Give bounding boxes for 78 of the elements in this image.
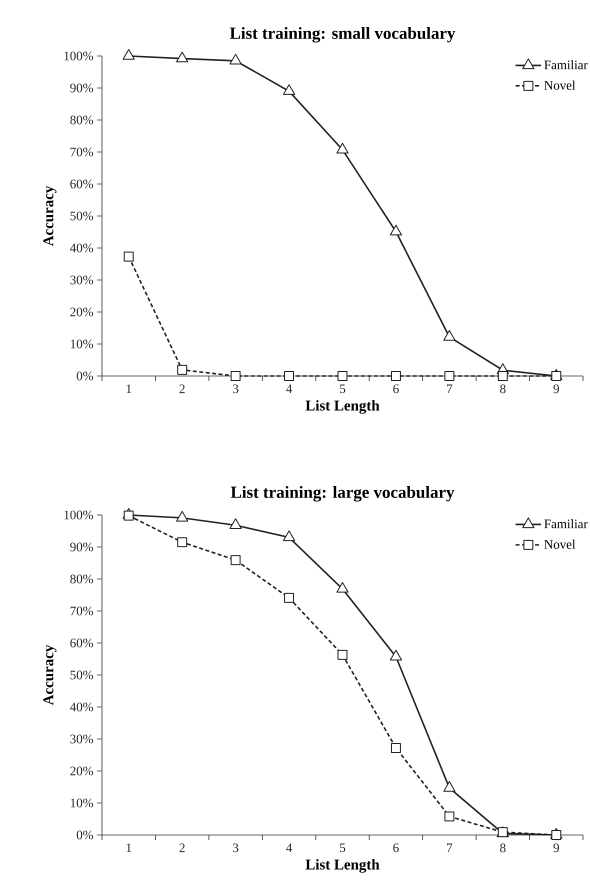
x-tick-label: 9 (553, 384, 559, 394)
point (284, 371, 294, 381)
y-tick-label: 30% (70, 276, 94, 284)
y-axis-title: Accuracy (43, 644, 56, 706)
y-tick-label: 10% (70, 798, 94, 808)
x-tick-label: 5 (340, 384, 346, 394)
point (177, 364, 188, 375)
x-tick-label: 3 (232, 844, 238, 852)
point (390, 371, 401, 381)
x-tick-label: 5 (340, 843, 346, 852)
y-tick-label: 40% (70, 244, 94, 252)
y-tick-label: 100% (64, 510, 94, 520)
point (176, 510, 188, 522)
y-axis-title: Accuracy (43, 186, 56, 246)
y-tick-label: 100% (64, 52, 94, 60)
x-axis-title: List Length (306, 859, 380, 873)
y-tick-label: 0% (76, 372, 94, 380)
x-tick-label: 6 (393, 844, 399, 852)
x-tick-label: 2 (179, 384, 185, 394)
y-tick-label: 60% (70, 180, 94, 188)
point (284, 592, 294, 603)
legend-label: Novel (544, 80, 576, 90)
x-tick-label: 4 (286, 843, 292, 852)
point (122, 49, 135, 60)
y-tick-label: 90% (70, 84, 94, 92)
y-tick-label: 0% (76, 830, 94, 840)
x-tick-label: 3 (232, 384, 238, 394)
point (177, 537, 188, 548)
y-tick-label: 40% (70, 702, 94, 712)
point (282, 530, 296, 542)
y-tick-label: 60% (70, 638, 94, 648)
point (390, 742, 401, 753)
point (230, 371, 241, 381)
point (444, 371, 454, 381)
x-tick-label: 4 (286, 384, 292, 394)
point (230, 54, 242, 65)
y-tick-label: 90% (70, 542, 94, 552)
x-tick-label: 7 (447, 843, 452, 852)
point (338, 371, 348, 381)
x-tick-label: 8 (500, 844, 506, 852)
point (498, 371, 508, 381)
point (390, 224, 402, 236)
x-axis-title: List Length (306, 400, 380, 414)
legend-label: Novel (544, 540, 576, 549)
y-tick-label: 80% (70, 574, 94, 584)
y-tick-label: 80% (70, 116, 94, 124)
legend-label: Familiar (544, 60, 588, 70)
y-tick-label: 20% (70, 308, 94, 316)
x-tick-label: 2 (179, 844, 185, 852)
y-tick-label: 70% (70, 148, 94, 156)
x-tick-label: 8 (500, 384, 506, 394)
chart-title: List training: large vocabulary (230, 486, 454, 502)
point (230, 555, 241, 566)
y-tick-label: 20% (70, 766, 94, 776)
x-tick-label: 1 (126, 844, 132, 852)
y-tick-label: 10% (70, 340, 94, 348)
point (176, 52, 188, 62)
point (124, 252, 134, 262)
point (336, 142, 349, 154)
x-tick-label: 6 (393, 384, 399, 394)
y-tick-label: 30% (70, 734, 94, 744)
point (338, 650, 348, 660)
x-tick-label: 7 (447, 384, 452, 393)
point (498, 827, 508, 838)
point (443, 330, 456, 341)
legend-label: Familiar (544, 519, 588, 528)
chart-title: List training: small vocabulary (230, 27, 456, 43)
point (444, 811, 454, 822)
y-tick-label: 70% (70, 606, 94, 616)
point (282, 84, 296, 95)
y-tick-label: 50% (70, 670, 94, 680)
y-tick-label: 50% (70, 212, 94, 220)
x-tick-label: 1 (126, 384, 132, 394)
x-tick-label: 9 (553, 844, 559, 852)
point (336, 582, 349, 593)
point (230, 518, 242, 529)
point (124, 510, 134, 521)
point (390, 650, 402, 660)
